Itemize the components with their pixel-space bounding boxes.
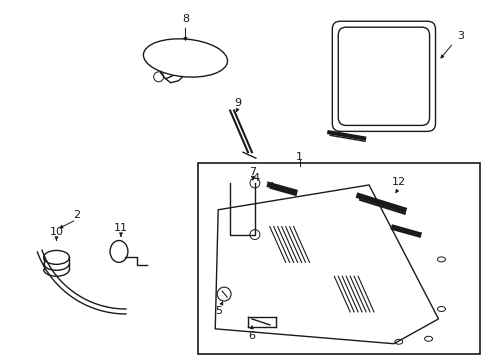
Text: 5: 5 [214, 306, 221, 316]
Text: 4: 4 [252, 173, 259, 183]
Text: 9: 9 [234, 98, 241, 108]
Text: 12: 12 [391, 177, 405, 187]
Text: 8: 8 [182, 14, 189, 24]
Bar [198, 163, 479, 354]
Text: 3: 3 [456, 31, 463, 41]
Text: 6: 6 [248, 331, 255, 341]
Text: 1: 1 [295, 152, 303, 162]
Text: 7: 7 [249, 167, 256, 177]
Text: 2: 2 [73, 210, 80, 220]
Text: 10: 10 [49, 226, 63, 237]
Text: 11: 11 [114, 222, 128, 233]
